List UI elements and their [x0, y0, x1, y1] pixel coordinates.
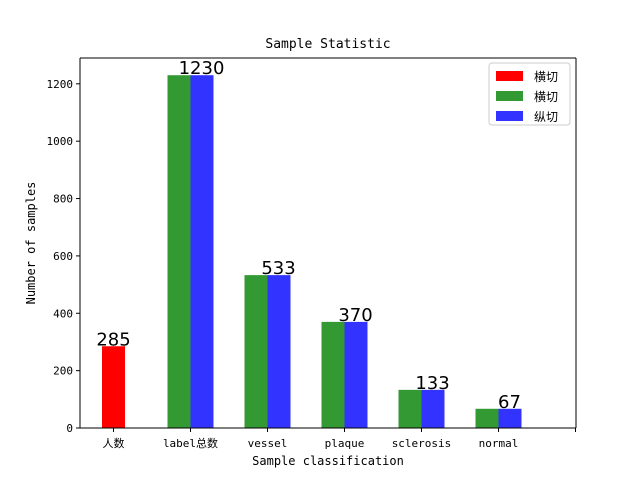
data-label: 1230 [179, 58, 225, 79]
y-tick-label: 1200 [47, 78, 74, 91]
x-axis-title: Sample classification [252, 454, 404, 468]
data-label: 67 [498, 392, 521, 413]
y-tick-label: 0 [66, 422, 73, 435]
bar-series-2 [475, 408, 499, 428]
legend-swatch [496, 91, 523, 101]
x-tick-label: 人数 [103, 437, 125, 450]
data-label: 370 [338, 305, 372, 326]
y-tick-label: 800 [53, 193, 73, 206]
bar-series-2 [167, 75, 191, 429]
x-tick-label: normal [479, 437, 519, 450]
legend-label: 横切 [534, 70, 558, 84]
bar-series-3 [421, 389, 445, 428]
bar-series-3 [190, 75, 214, 429]
y-tick-label: 200 [53, 365, 73, 378]
legend-swatch [496, 111, 523, 121]
y-tick-label: 600 [53, 250, 73, 263]
plot-area: 285 1230 533 370 133 67 0 200 400 600 800 1000 1200 人… [47, 57, 577, 450]
chart-title: Sample Statistic [265, 37, 390, 52]
bar-series-2 [321, 321, 345, 428]
data-label: 133 [415, 373, 449, 394]
x-tick-label: vessel [248, 437, 288, 450]
data-label: 285 [96, 329, 130, 350]
bar-series-1 [102, 346, 125, 428]
x-tick-label: sclerosis [392, 437, 452, 450]
legend-swatch [496, 71, 523, 81]
bar-series-2 [398, 389, 422, 428]
bar-series-2 [244, 275, 268, 428]
y-tick-label: 1000 [47, 135, 74, 148]
x-tick-label: plaque [325, 437, 365, 450]
bar-series-3 [344, 321, 368, 428]
data-label: 533 [261, 258, 295, 279]
legend-label: 纵切 [534, 110, 558, 124]
legend-label: 横切 [534, 90, 558, 104]
bar-series-3 [267, 275, 291, 428]
y-tick-label: 400 [53, 307, 73, 320]
y-axis-title: Number of samples [24, 182, 38, 305]
bar-series-3 [498, 408, 522, 428]
x-tick-label: label总数 [163, 436, 218, 450]
